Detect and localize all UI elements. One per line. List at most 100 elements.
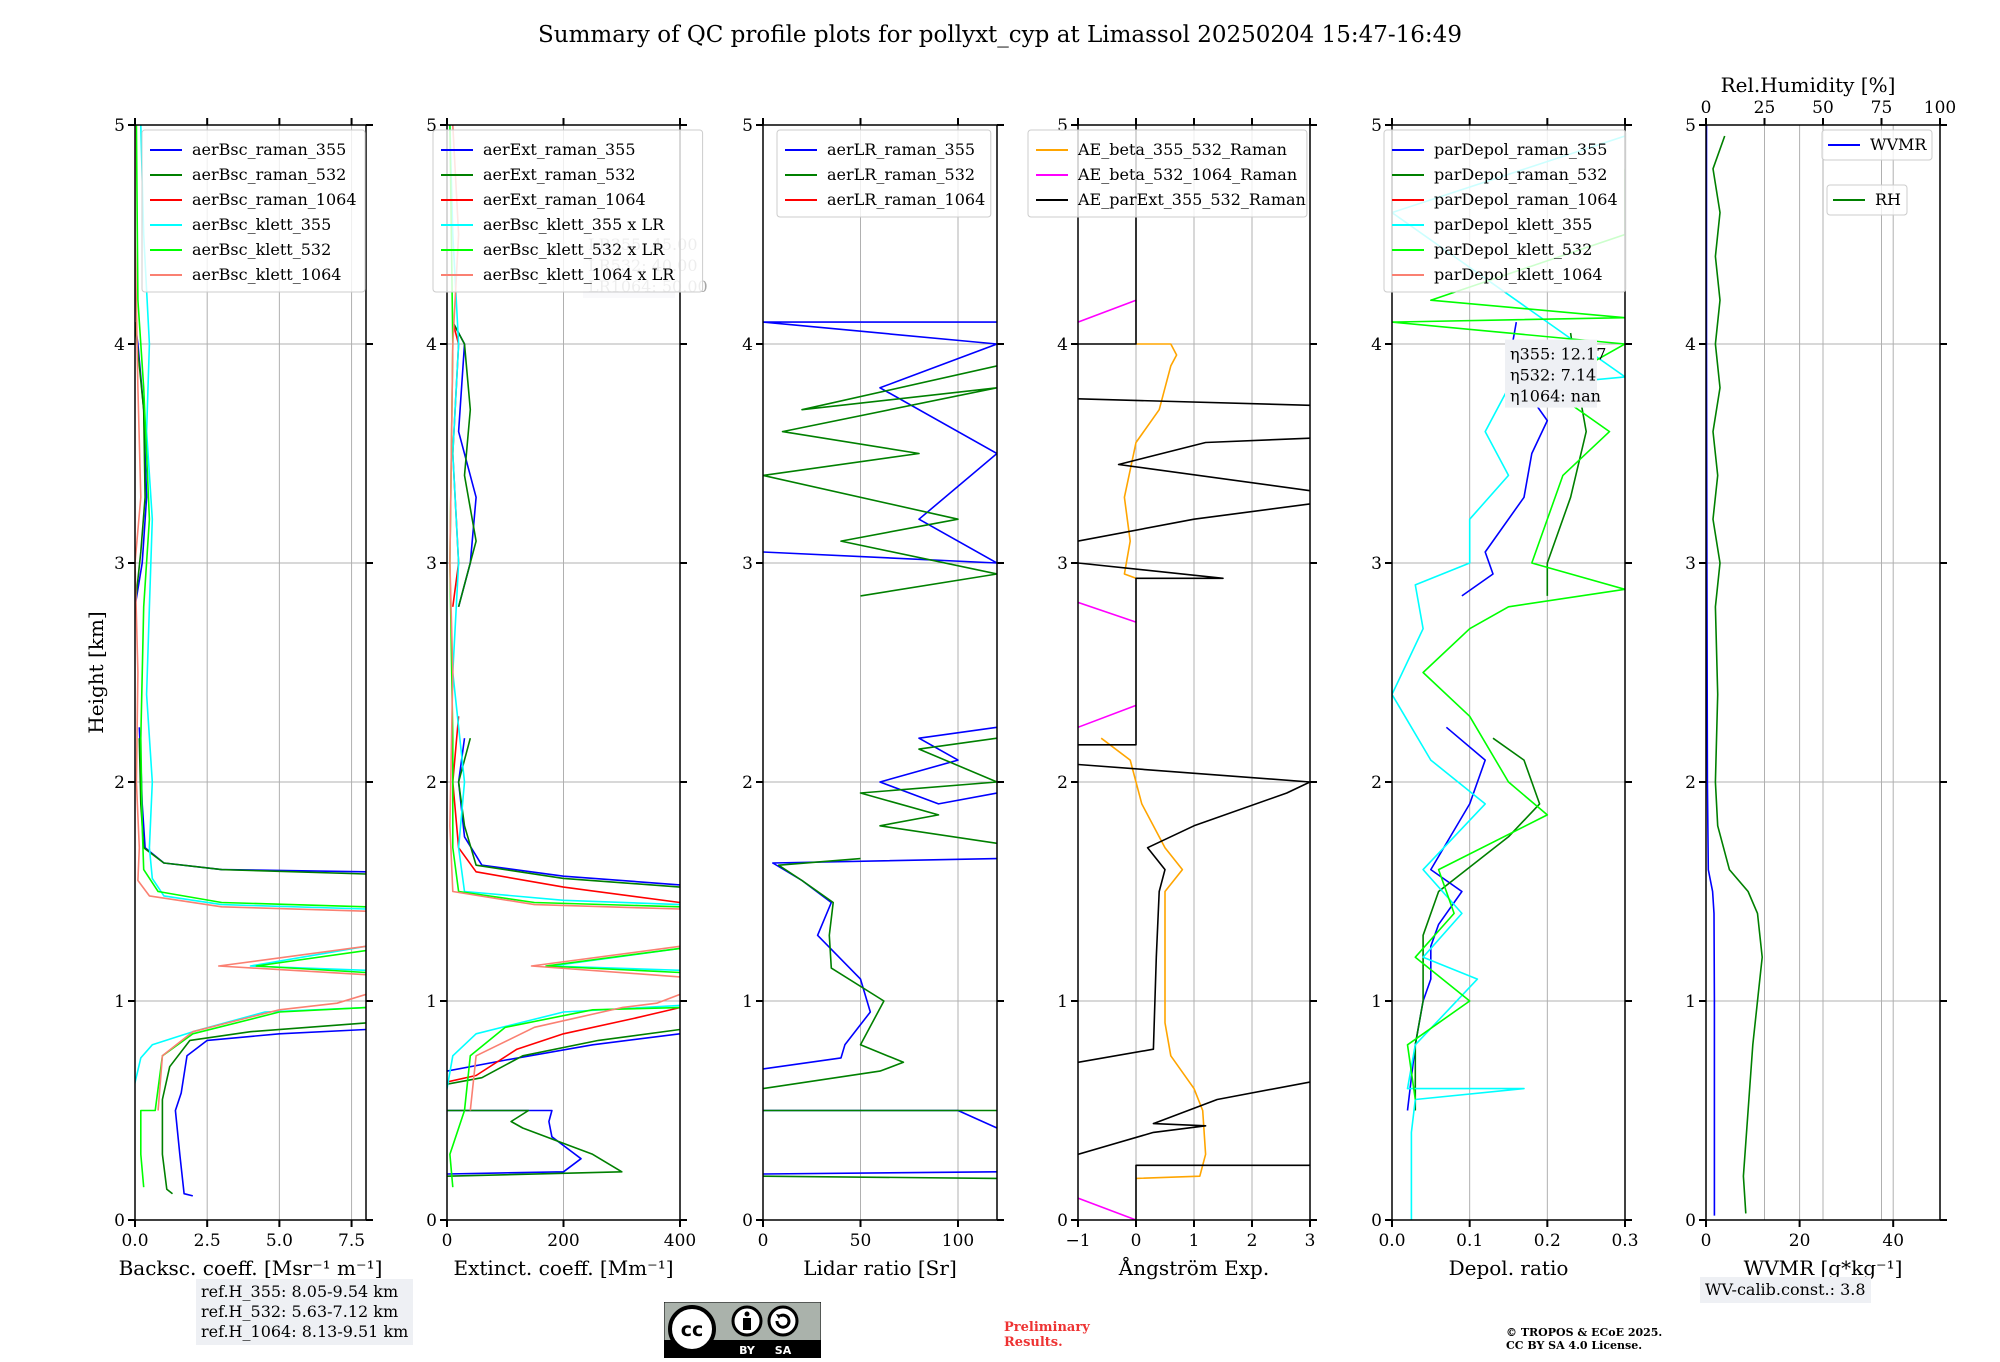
panel-backscatter: 0 1 2 3 4 5 0.0 2.5 5.0 7.5 Backsc. coeff. [Msr⁻¹ … (114, 116, 382, 1280)
legend-label-aerLR_raman_1064: aerLR_raman_1064 (827, 190, 985, 209)
x-tick-label: 0.3 (1611, 1231, 1638, 1251)
legend-label-aerExt_raman_532: aerExt_raman_532 (483, 165, 636, 184)
preliminary-line-1: Preliminary (1004, 1320, 1090, 1335)
legend-label-aerBsc_klett_1064 x LR: aerBsc_klett_1064 x LR (483, 265, 675, 284)
x-tick-label: 2 (1247, 1231, 1258, 1251)
axes-frame (1391, 124, 1626, 1221)
y-tick-label: 3 (426, 554, 437, 574)
series-group (1706, 125, 1763, 1216)
y-tick-label: 3 (1685, 554, 1696, 574)
axes-frame (134, 124, 367, 1221)
copyright-note: © TROPOS & ECoE 2025. CC BY SA 4.0 Licen… (1506, 1326, 1662, 1352)
x-axis-label: Lidar ratio [Sr] (803, 1256, 957, 1280)
series-line-parDepol_klett_532 (1392, 168, 1625, 1100)
ref-height-532: ref.H_532: 5.63-7.12 km (201, 1302, 399, 1321)
x-tick-label: 0.0 (1378, 1231, 1405, 1251)
y-axis-label: Height [km] (84, 611, 108, 733)
series-line-aerBsc_raman_355 (135, 321, 366, 1197)
series-group (1078, 125, 1310, 1220)
y-tick-label: 3 (1371, 554, 1382, 574)
copyright-line-2: CC BY SA 4.0 License. (1506, 1339, 1643, 1352)
x-axis-label: Extinct. coeff. [Mm⁻¹] (453, 1256, 673, 1280)
x-tick-label: 1 (1189, 1231, 1200, 1251)
axes-frame (762, 124, 998, 1221)
y-tick-label: 5 (114, 116, 125, 136)
legend-label-aerBsc_klett_532 x LR: aerBsc_klett_532 x LR (483, 240, 665, 259)
legend: AE_beta_355_532_Raman AE_beta_532_1064_Ra… (1027, 129, 1308, 218)
legend-label-aerBsc_raman_532: aerBsc_raman_532 (192, 165, 346, 184)
x-tick-label: 100 (942, 1231, 974, 1251)
series-line-parDepol_raman_355 (1406, 321, 1549, 1111)
svg-text:cc: cc (681, 1319, 704, 1341)
x-tick-label: 0.2 (1534, 1231, 1561, 1251)
y-tick-label: 2 (1685, 773, 1696, 793)
series-line-aerBsc_raman_532 (135, 322, 366, 1195)
legend-label-aerLR_raman_532: aerLR_raman_532 (827, 165, 975, 184)
legend-frame (432, 129, 704, 293)
legend-label-aerBsc_raman_355: aerBsc_raman_355 (192, 140, 346, 159)
series-line-parDepol_klett_355 (1392, 135, 1625, 1220)
y-tick-label: 1 (742, 992, 753, 1012)
legend-frame (1383, 129, 1627, 293)
legend-label-parDepol_raman_355: parDepol_raman_355 (1434, 140, 1607, 159)
legend-frame (141, 129, 366, 293)
legend-label-parDepol_raman_532: parDepol_raman_532 (1434, 165, 1607, 184)
legend-WVMR: WVMR (1821, 129, 1933, 161)
y-tick-label: 0 (742, 1211, 753, 1231)
x-tick-label: 0 (442, 1231, 453, 1251)
figure-title: Summary of QC profile plots for pollyxt_… (538, 22, 1462, 48)
legend-frame (1027, 129, 1308, 218)
series-group (135, 125, 366, 1197)
y-tick-label: 4 (1685, 335, 1696, 355)
annotation-bg (1505, 339, 1597, 408)
y-tick-label: 5 (1057, 116, 1068, 136)
y-tick-label: 5 (426, 116, 437, 136)
copyright-line-1: © TROPOS & ECoE 2025. (1506, 1326, 1663, 1339)
legend-frame (776, 129, 992, 218)
legend-label-aerBsc_raman_1064: aerBsc_raman_1064 (192, 190, 357, 209)
legend-label-AE_parExt_355_532_Raman: AE_parExt_355_532_Raman (1077, 190, 1306, 209)
legend-label-aerBsc_klett_1064: aerBsc_klett_1064 (192, 265, 341, 284)
y-tick-label: 3 (742, 554, 753, 574)
panel-depolarization: 0 1 2 3 4 5 0.0 0.1 0.2 0.3 Depol. ratio η355: 12.1… (1371, 116, 1638, 1280)
x-tick-label: 0 (758, 1231, 769, 1251)
y-tick-label: 1 (114, 992, 125, 1012)
legend: aerLR_raman_355 aerLR_raman_532 aerLR_rama… (776, 129, 992, 218)
series-group (763, 321, 997, 1180)
y-tick-label: 1 (1371, 992, 1382, 1012)
legend-label-aerBsc_klett_355 x LR: aerBsc_klett_355 x LR (483, 215, 665, 234)
series-line-AE_parExt_355_532_Raman (1078, 125, 1310, 1220)
legend-label-parDepol_klett_1064: parDepol_klett_1064 (1434, 265, 1603, 284)
top-x-tick-label: 100 (1924, 98, 1956, 118)
by-label: BY (739, 1344, 756, 1357)
by-icon (731, 1305, 763, 1337)
legend-label-aerBsc_klett_532: aerBsc_klett_532 (192, 240, 331, 259)
series-line-parDepol_raman_532 (1414, 332, 1587, 1111)
y-tick-label: 3 (114, 554, 125, 574)
series-group (1392, 135, 1625, 1220)
sa-icon (767, 1305, 799, 1337)
top-x-tick-label: 25 (1754, 98, 1776, 118)
x-tick-label: −1 (1065, 1231, 1090, 1251)
x-tick-label: 2.5 (194, 1231, 221, 1251)
y-tick-label: 0 (1685, 1211, 1696, 1231)
legend: aerExt_raman_355 aerExt_raman_532 aerExt_r… (432, 129, 704, 293)
x-tick-label: 0 (1131, 1231, 1142, 1251)
y-tick-label: 4 (1371, 335, 1382, 355)
x-tick-label: 20 (1789, 1231, 1811, 1251)
series-line-RH (1712, 135, 1763, 1214)
legend-label: WVMR (1870, 135, 1927, 154)
x-tick-label: 5.0 (266, 1231, 293, 1251)
series-line-AE_beta_355_532_Raman (1100, 343, 1207, 1180)
x-axis-label: Backsc. coeff. [Msr⁻¹ m⁻¹] (119, 1256, 383, 1280)
y-tick-label: 0 (1057, 1211, 1068, 1231)
legend-label-parDepol_klett_532: parDepol_klett_532 (1434, 240, 1592, 259)
y-tick-label: 2 (1371, 773, 1382, 793)
legend-label-aerExt_raman_355: aerExt_raman_355 (483, 140, 636, 159)
legend-label: RH (1875, 190, 1901, 209)
series-line-aerExt_raman_532 (447, 321, 680, 1177)
y-tick-label: 1 (1057, 992, 1068, 1012)
